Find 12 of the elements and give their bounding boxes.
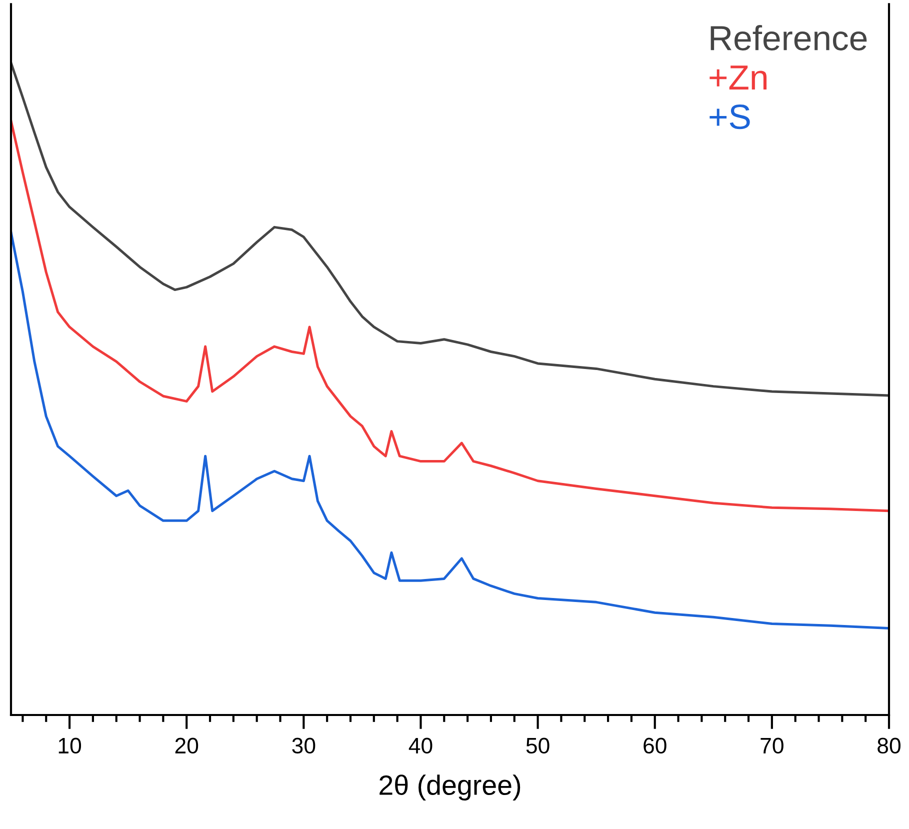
x-tick-label: 70 bbox=[760, 738, 784, 754]
x-tick-label: 60 bbox=[644, 738, 666, 754]
x-tick-label: 40 bbox=[408, 738, 432, 754]
x-tick-label: 30 bbox=[292, 738, 316, 754]
x-tick-label: 10 bbox=[58, 738, 82, 754]
text: Reference bbox=[710, 25, 867, 50]
x-tick-label: 80 bbox=[878, 738, 900, 754]
text: +Zn bbox=[710, 66, 767, 90]
text: +S bbox=[710, 104, 750, 130]
x-axis-title: 2θ (degree) bbox=[380, 774, 520, 800]
x-tick-label: 20 bbox=[175, 738, 198, 754]
x-tick-label: 50 bbox=[526, 738, 550, 754]
